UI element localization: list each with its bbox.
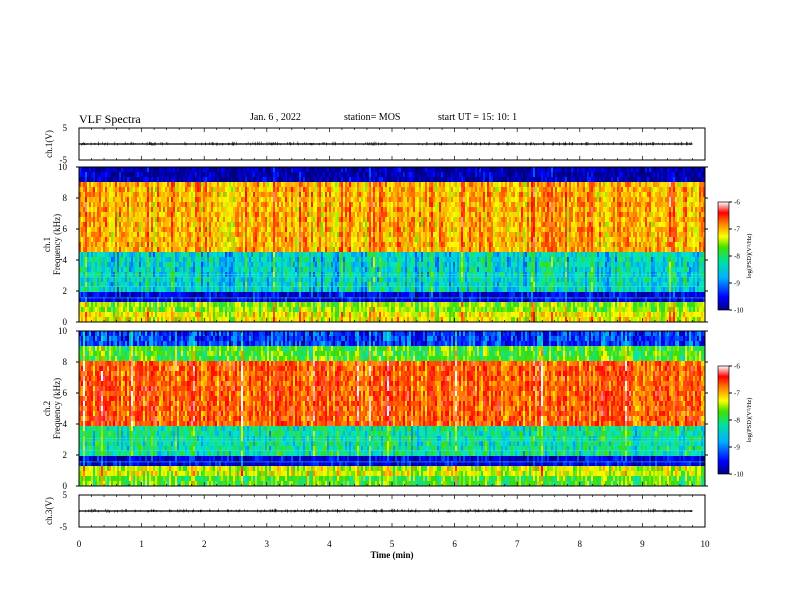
timeseries-panel-0: 5-5ch.1(V) [44, 123, 705, 165]
y-tick-label: 5 [63, 123, 68, 133]
spectrogram-image [79, 167, 705, 322]
y-axis-label: ch.1(V) [44, 130, 54, 158]
